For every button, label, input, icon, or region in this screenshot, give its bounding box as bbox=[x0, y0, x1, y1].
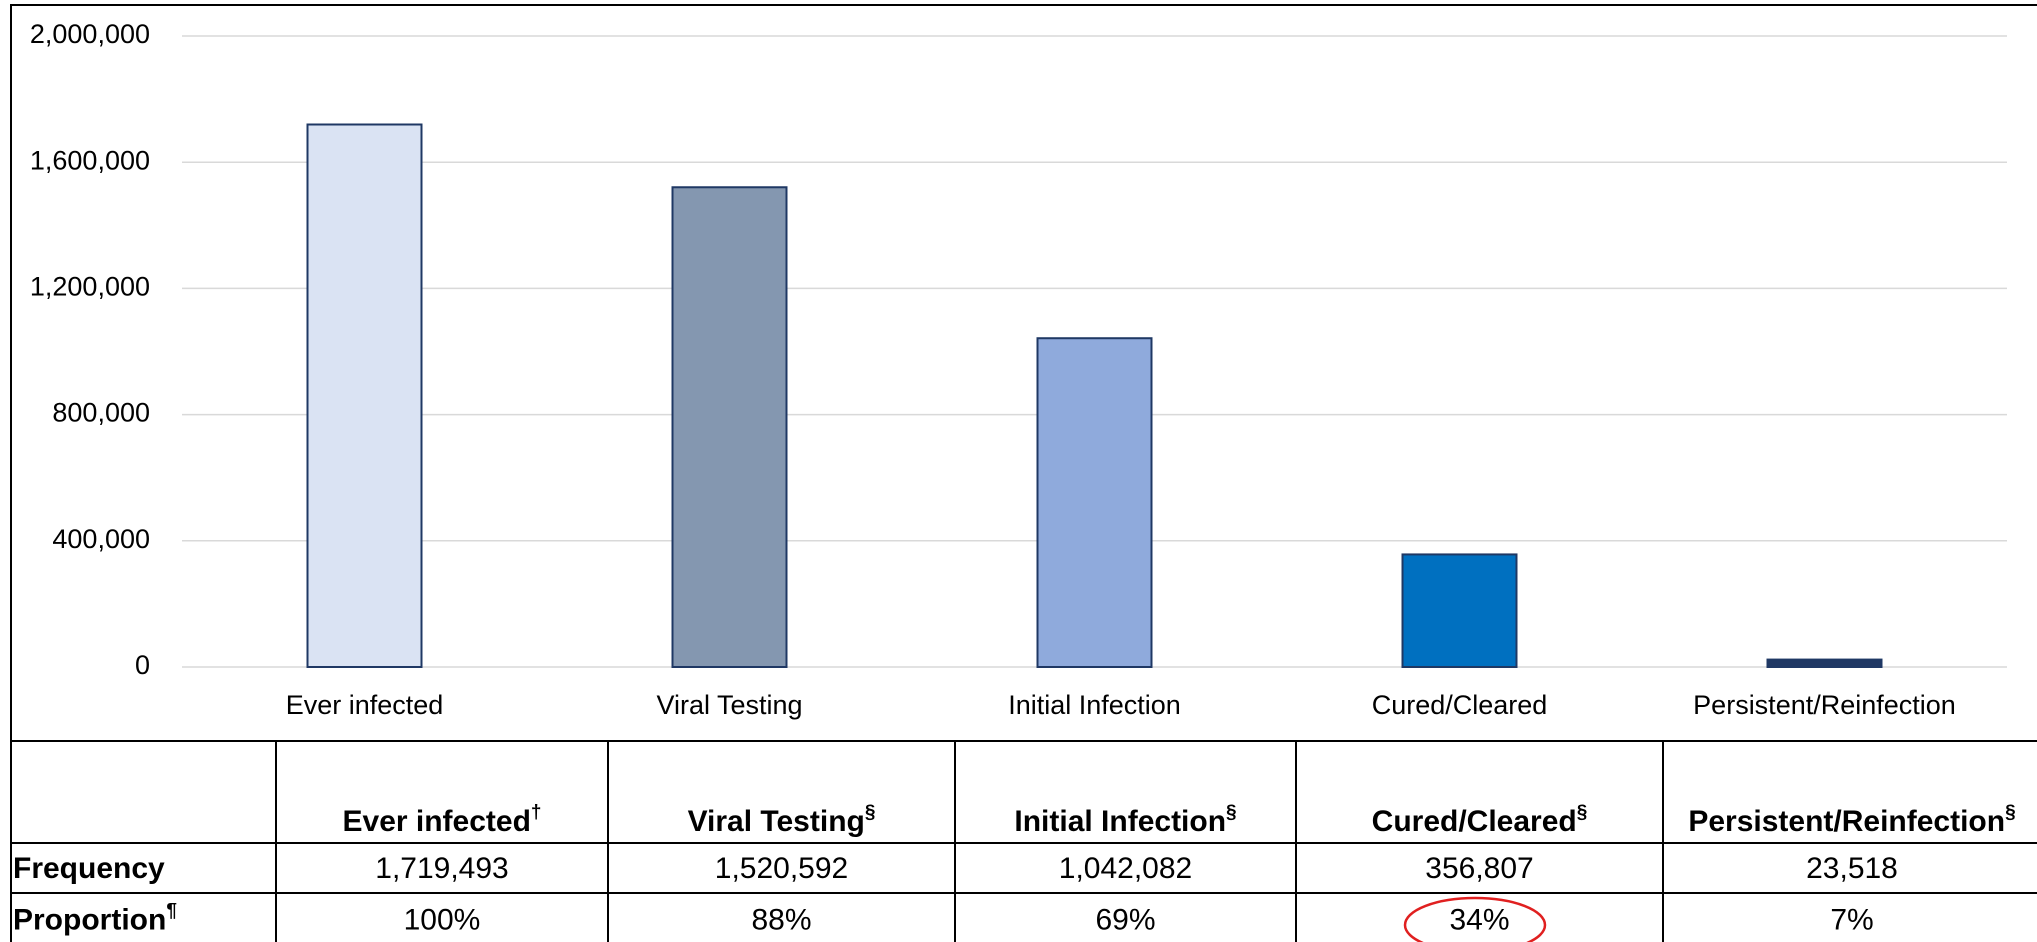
column-header-note: § bbox=[2005, 802, 2016, 823]
y-tick-label: 0 bbox=[135, 650, 150, 680]
table-cell: 23,518 bbox=[1806, 852, 1898, 885]
table-cell: 69% bbox=[1095, 903, 1155, 936]
x-tick-label: Initial Infection bbox=[1008, 690, 1181, 720]
row-header: Frequency bbox=[13, 852, 165, 885]
column-header-text: Cured/Cleared bbox=[1372, 805, 1577, 838]
y-tick-label: 2,000,000 bbox=[30, 19, 150, 49]
table-cell: 7% bbox=[1830, 903, 1873, 936]
column-header-note: § bbox=[1226, 802, 1237, 823]
x-tick-label: Cured/Cleared bbox=[1372, 690, 1548, 720]
x-tick-label: Ever infected bbox=[286, 690, 444, 720]
column-header: Persistent/Reinfection§ bbox=[1688, 802, 2015, 838]
bar bbox=[1036, 337, 1153, 668]
column-header-note: † bbox=[531, 802, 542, 823]
table-cell: 1,719,493 bbox=[375, 852, 508, 885]
table-cell: 100% bbox=[404, 903, 481, 936]
bar bbox=[671, 186, 788, 668]
column-header-text: Persistent/Reinfection bbox=[1688, 805, 2005, 838]
table-frame bbox=[10, 740, 2037, 942]
column-header: Ever infected† bbox=[343, 802, 542, 838]
row-header-text: Frequency bbox=[13, 852, 165, 885]
row-header: Proportion¶ bbox=[13, 901, 177, 937]
column-header-text: Ever infected bbox=[343, 805, 531, 838]
bar bbox=[1401, 553, 1518, 668]
x-tick-label: Viral Testing bbox=[656, 690, 802, 720]
y-tick-label: 800,000 bbox=[52, 398, 150, 428]
column-header-note: § bbox=[1577, 802, 1588, 823]
column-header: Cured/Cleared§ bbox=[1372, 802, 1588, 838]
table-cell: 34% bbox=[1449, 903, 1509, 936]
highlight-circle bbox=[1403, 896, 1547, 942]
row-header-note: ¶ bbox=[166, 901, 177, 922]
y-tick-label: 1,600,000 bbox=[30, 145, 150, 175]
column-header: Viral Testing§ bbox=[688, 802, 876, 838]
bar bbox=[1766, 658, 1883, 669]
table-cell: 1,520,592 bbox=[715, 852, 848, 885]
column-header: Initial Infection§ bbox=[1014, 802, 1236, 838]
column-header-text: Initial Infection bbox=[1014, 805, 1226, 838]
row-header-text: Proportion bbox=[13, 903, 166, 936]
y-tick-label: 1,200,000 bbox=[30, 272, 150, 302]
column-header-note: § bbox=[865, 802, 876, 823]
y-tick-label: 400,000 bbox=[52, 524, 150, 554]
table-cell: 88% bbox=[751, 903, 811, 936]
table-cell: 356,807 bbox=[1425, 852, 1533, 885]
table-cell: 1,042,082 bbox=[1059, 852, 1192, 885]
bar bbox=[306, 123, 423, 669]
column-header-text: Viral Testing bbox=[688, 805, 865, 838]
x-tick-label: Persistent/Reinfection bbox=[1693, 690, 1956, 720]
